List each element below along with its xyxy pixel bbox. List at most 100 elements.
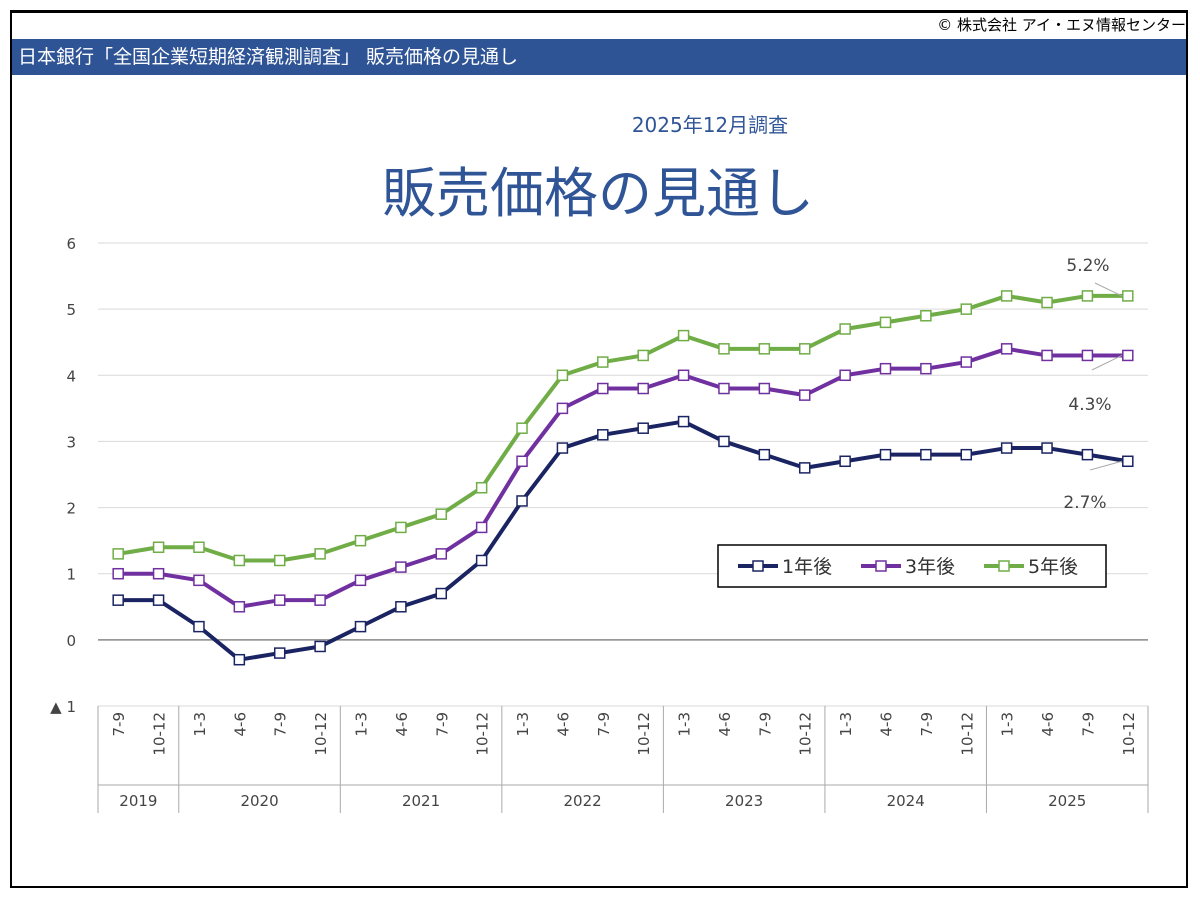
data-point (516, 495, 528, 507)
data-point (1081, 448, 1094, 461)
data-point (960, 303, 973, 315)
legend-box (717, 544, 1107, 588)
x-tick-label: 10-12 (474, 712, 492, 756)
x-tick-label: 10-12 (151, 712, 169, 756)
data-point (395, 561, 407, 573)
data-point (152, 541, 165, 554)
data-point (637, 422, 649, 434)
data-point (839, 455, 851, 468)
data-point (354, 534, 367, 547)
data-point (1041, 442, 1053, 454)
data-point (960, 356, 973, 368)
y-tick-label: 3 (66, 433, 76, 451)
data-point (1000, 343, 1013, 355)
leader-line (1094, 282, 1123, 297)
x-tick-label: 10-12 (312, 712, 330, 756)
data-point (758, 448, 771, 461)
year-label: 2023 (725, 792, 763, 810)
data-point (879, 362, 892, 375)
y-tick-label: 1 (66, 566, 76, 584)
year-label: 2024 (887, 792, 925, 810)
y-tick-label: 5 (66, 301, 76, 319)
x-tick-label: 7-9 (918, 712, 936, 737)
x-tick-label: 4-6 (393, 712, 411, 737)
y-tick-label: 2 (66, 500, 76, 518)
data-point (1000, 442, 1013, 454)
data-point (718, 382, 730, 395)
year-label: 2020 (240, 792, 278, 810)
x-tick-label: 7-9 (272, 712, 290, 737)
data-point (839, 369, 851, 382)
data-point (1122, 455, 1134, 468)
x-tick-label: 10-12 (958, 712, 976, 756)
data-point (354, 620, 367, 633)
data-point (718, 343, 730, 355)
x-tick-label: 1-3 (676, 712, 694, 737)
leader-line (1089, 460, 1122, 471)
data-point (273, 594, 286, 606)
end-value-label: 4.3% (1068, 395, 1111, 415)
data-point (233, 554, 246, 567)
data-point (677, 415, 690, 428)
x-tick-label: 1-3 (999, 712, 1017, 737)
end-value-label: 2.7% (1063, 493, 1106, 513)
data-point (152, 567, 165, 580)
data-point (960, 448, 973, 461)
data-point (556, 402, 569, 415)
end-value-label: 5.2% (1066, 256, 1109, 276)
data-point (112, 567, 124, 580)
header-bar: 日本銀行「全国企業短期経済観測調査」 販売価格の見通し (12, 39, 1186, 75)
data-point (1000, 290, 1013, 302)
x-tick-label: 1-3 (353, 712, 371, 737)
data-point (879, 316, 892, 329)
data-point (1081, 290, 1094, 302)
legend-label: 5年後 (1028, 556, 1078, 578)
data-point (112, 548, 124, 560)
data-point (395, 601, 407, 613)
x-tick-label: 4-6 (1039, 712, 1057, 737)
data-point (516, 422, 528, 434)
data-point (354, 574, 367, 587)
y-tick-label: 6 (66, 235, 76, 253)
legend-label: 1年後 (782, 556, 832, 578)
x-tick-label: 4-6 (554, 712, 572, 737)
data-point (677, 329, 690, 342)
copyright: © 株式会社 アイ・エヌ情報センター (937, 16, 1186, 34)
data-point (556, 369, 569, 382)
data-point (435, 548, 448, 560)
data-point (152, 594, 165, 606)
x-tick-label: 1-3 (191, 712, 209, 737)
header-title: 日本銀行「全国企業短期経済観測調査」 販売価格の見通し (18, 46, 519, 68)
series-line (117, 293, 1128, 563)
data-point (920, 448, 932, 461)
data-point (193, 574, 205, 587)
x-tick-label: 10-12 (797, 712, 815, 756)
data-point (798, 389, 811, 401)
x-tick-label: 1-3 (837, 712, 855, 737)
data-point (273, 647, 286, 659)
data-point (193, 541, 205, 554)
year-label: 2021 (402, 792, 440, 810)
data-point (556, 442, 569, 454)
chart-subtitle: 2025年12月調査 (632, 113, 788, 137)
legend-marker (875, 560, 887, 572)
data-point (1122, 349, 1134, 362)
year-label: 2025 (1048, 792, 1086, 810)
data-point (314, 548, 326, 560)
data-point (798, 343, 811, 355)
x-tick-label: 7-9 (433, 712, 451, 737)
chart-title: 販売価格の見通し (382, 162, 814, 225)
legend-marker (752, 560, 764, 572)
x-tick-label: 7-9 (1079, 712, 1097, 737)
data-point (758, 382, 771, 395)
data-point (920, 362, 932, 375)
data-point (597, 356, 609, 368)
data-point (677, 369, 690, 382)
data-point (233, 601, 246, 613)
data-point (475, 554, 488, 567)
series-line (118, 419, 1129, 662)
x-tick-label: 10-12 (635, 712, 653, 756)
slide-frame (10, 10, 1188, 888)
data-point (758, 343, 771, 355)
